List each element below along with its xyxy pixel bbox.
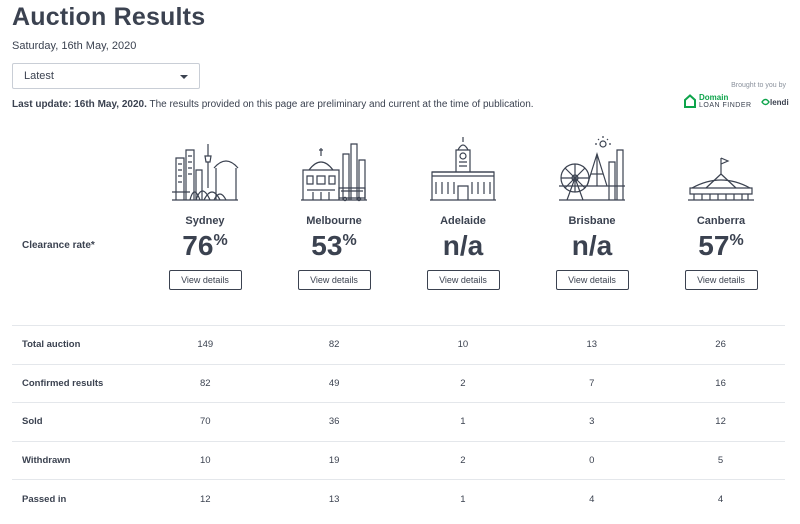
table-cell: 10 xyxy=(200,454,211,466)
city-card-adelaide: Adelaide n/a View details xyxy=(388,136,538,290)
rate-number: 76 xyxy=(182,230,214,261)
table-row: Passed in 12 13 1 4 4 xyxy=(12,479,785,519)
table-cell: 26 xyxy=(715,339,726,351)
clearance-rate-value: n/a xyxy=(517,230,667,264)
table-cell: 4 xyxy=(589,493,595,505)
table-cell: 1 xyxy=(460,493,466,505)
table-cell: 82 xyxy=(200,377,211,389)
page-title: Auction Results xyxy=(12,3,206,31)
lendi-logo-text: lendi xyxy=(770,98,789,107)
last-update-line: Last update: 16th May, 2020. The results… xyxy=(12,99,534,110)
rate-percent-sign: % xyxy=(342,232,357,249)
table-cell: 36 xyxy=(328,416,340,428)
table-row: Confirmed results 82 49 2 7 16 xyxy=(12,364,785,403)
view-details-button-canberra[interactable]: View details xyxy=(684,270,758,290)
results-period-dropdown[interactable]: Latest xyxy=(12,63,200,89)
table-cell: 1 xyxy=(460,416,466,428)
clearance-rate-value: 57% xyxy=(646,230,796,264)
sponsor-logos[interactable]: Domain LOAN FINDER lendi xyxy=(684,92,800,112)
view-details-button-adelaide[interactable]: View details xyxy=(426,270,500,290)
domain-logo-text: Domain xyxy=(699,93,729,102)
city-name: Adelaide xyxy=(440,215,486,227)
table-cell: 4 xyxy=(717,493,724,505)
rate-number: n/a xyxy=(442,230,484,261)
view-details-button-melbourne[interactable]: View details xyxy=(297,270,371,290)
table-cell: 70 xyxy=(200,416,211,428)
lendi-mark-icon xyxy=(761,98,770,106)
clearance-rate-value: 53% xyxy=(259,230,409,264)
clearance-rate-label: Clearance rate* xyxy=(22,240,95,251)
sydney-skyline-icon xyxy=(172,144,239,201)
domain-house-icon xyxy=(684,94,696,108)
sponsor-label: Brought to you by xyxy=(731,82,786,89)
city-name: Brisbane xyxy=(568,215,616,227)
city-card-brisbane: Brisbane n/a View details xyxy=(517,136,667,290)
last-update-note: The results provided on this page are pr… xyxy=(146,99,534,110)
rate-percent-sign: % xyxy=(729,232,744,249)
table-cell: 149 xyxy=(197,339,214,351)
table-cell: 12 xyxy=(715,416,726,428)
city-card-melbourne: Melbourne 53% View details xyxy=(259,136,409,290)
lendi-logo: lendi xyxy=(761,98,789,107)
table-cell: 10 xyxy=(457,339,469,351)
row-label: Passed in xyxy=(22,493,67,505)
city-name: Melbourne xyxy=(306,215,362,227)
row-label: Withdrawn xyxy=(22,454,71,466)
city-name: Sydney xyxy=(185,215,225,227)
chevron-down-icon xyxy=(180,75,188,79)
view-details-button-brisbane[interactable]: View details xyxy=(555,270,629,290)
table-cell: 2 xyxy=(460,454,466,466)
canberra-parliament-icon xyxy=(688,157,754,201)
table-row: Sold 70 36 1 3 12 xyxy=(12,402,785,442)
row-label: Confirmed results xyxy=(22,377,104,389)
table-cell: 13 xyxy=(586,339,598,351)
table-cell: 0 xyxy=(589,454,595,466)
rate-percent-sign: % xyxy=(213,232,228,249)
table-cell: 13 xyxy=(328,493,340,505)
table-cell: 2 xyxy=(460,377,466,389)
rate-number: n/a xyxy=(571,230,613,261)
loan-finder-text: LOAN FINDER xyxy=(699,102,752,109)
view-details-button-sydney[interactable]: View details xyxy=(168,270,242,290)
table-cell: 3 xyxy=(589,416,595,428)
clearance-rate-value: n/a xyxy=(388,230,538,264)
table-cell: 7 xyxy=(589,377,595,389)
city-name: Canberra xyxy=(696,215,746,227)
results-date: Saturday, 16th May, 2020 xyxy=(12,40,137,52)
table-cell: 82 xyxy=(328,339,340,351)
table-cell: 5 xyxy=(717,454,724,466)
rate-number: 53 xyxy=(311,230,343,261)
rate-number: 57 xyxy=(698,230,730,261)
table-cell: 16 xyxy=(715,377,726,389)
last-update-label: Last update: 16th May, 2020. xyxy=(12,99,147,110)
row-label: Sold xyxy=(22,416,43,428)
melbourne-skyline-icon xyxy=(301,143,367,202)
auction-results-table: Total auction 149 82 10 13 26 Confirmed … xyxy=(12,325,785,518)
table-cell: 12 xyxy=(200,493,211,505)
adelaide-building-icon xyxy=(430,137,496,201)
city-card-sydney: Sydney 76% View details xyxy=(130,136,280,290)
table-cell: 19 xyxy=(328,454,340,466)
row-label: Total auction xyxy=(22,339,81,351)
table-cell: 49 xyxy=(328,377,340,389)
table-row: Withdrawn 10 19 2 0 5 xyxy=(12,441,785,480)
brisbane-skyline-icon xyxy=(559,136,625,201)
clearance-rate-value: 76% xyxy=(130,230,280,264)
dropdown-selected-value: Latest xyxy=(24,70,54,82)
city-card-canberra: Canberra 57% View details xyxy=(646,136,796,290)
table-row: Total auction 149 82 10 13 26 xyxy=(12,325,785,365)
